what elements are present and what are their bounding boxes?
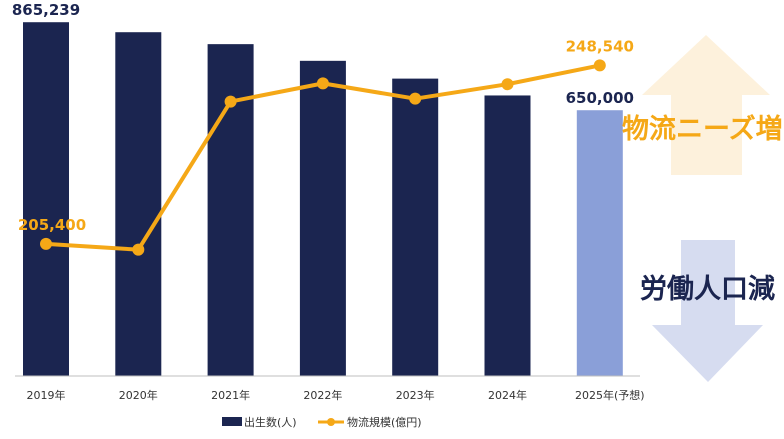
value-labels: 865,239 650,000 205,400 248,540: [12, 1, 634, 234]
bar-value-label-0: 865,239: [12, 1, 80, 19]
up-arrow-icon: [642, 35, 770, 175]
x-tick-label-5: 2024年: [488, 388, 527, 402]
annotation-down-text: 労働人口減: [640, 274, 775, 305]
legend-bar-label: 出生数(人): [244, 415, 297, 429]
line-point-6: [593, 59, 606, 72]
bar-value-label-6: 650,000: [566, 89, 634, 107]
x-tick-label-1: 2020年: [119, 388, 158, 402]
line-series: [40, 59, 606, 256]
bar-1: [115, 32, 162, 376]
line-value-label-6: 248,540: [566, 37, 634, 55]
annotation-up-text: 物流ニーズ増: [622, 113, 783, 145]
x-tick-label-3: 2022年: [303, 388, 342, 402]
x-tick-label-2: 2021年: [211, 388, 250, 402]
line-point-5: [501, 78, 514, 91]
x-tick-labels: 2019年 2020年 2021年 2022年 2023年 2024年 2025年(予想): [27, 388, 645, 402]
line-point-3: [316, 77, 329, 90]
x-tick-label-0: 2019年: [27, 388, 66, 402]
line-point-2: [224, 95, 237, 108]
legend-line-label: 物流規模(億円): [347, 415, 422, 429]
legend: 出生数(人) 物流規模(億円): [222, 415, 422, 429]
line-value-label-0: 205,400: [18, 216, 86, 234]
line-point-1: [132, 243, 145, 256]
bar-4: [392, 78, 439, 376]
line-point-4: [409, 92, 422, 105]
x-tick-label-6: 2025年(予想): [575, 388, 645, 402]
bar-2: [207, 44, 254, 376]
down-arrow-icon: [652, 240, 763, 382]
bar-5: [484, 95, 531, 376]
bar-0: [23, 22, 69, 377]
bar-3: [299, 60, 346, 377]
legend-bar-swatch: [222, 417, 242, 426]
x-tick-label-4: 2023年: [396, 388, 435, 402]
legend-line-dot: [327, 418, 335, 426]
line-point-0: [40, 237, 52, 250]
bar-series: [23, 22, 623, 377]
bar-6: [576, 110, 623, 376]
